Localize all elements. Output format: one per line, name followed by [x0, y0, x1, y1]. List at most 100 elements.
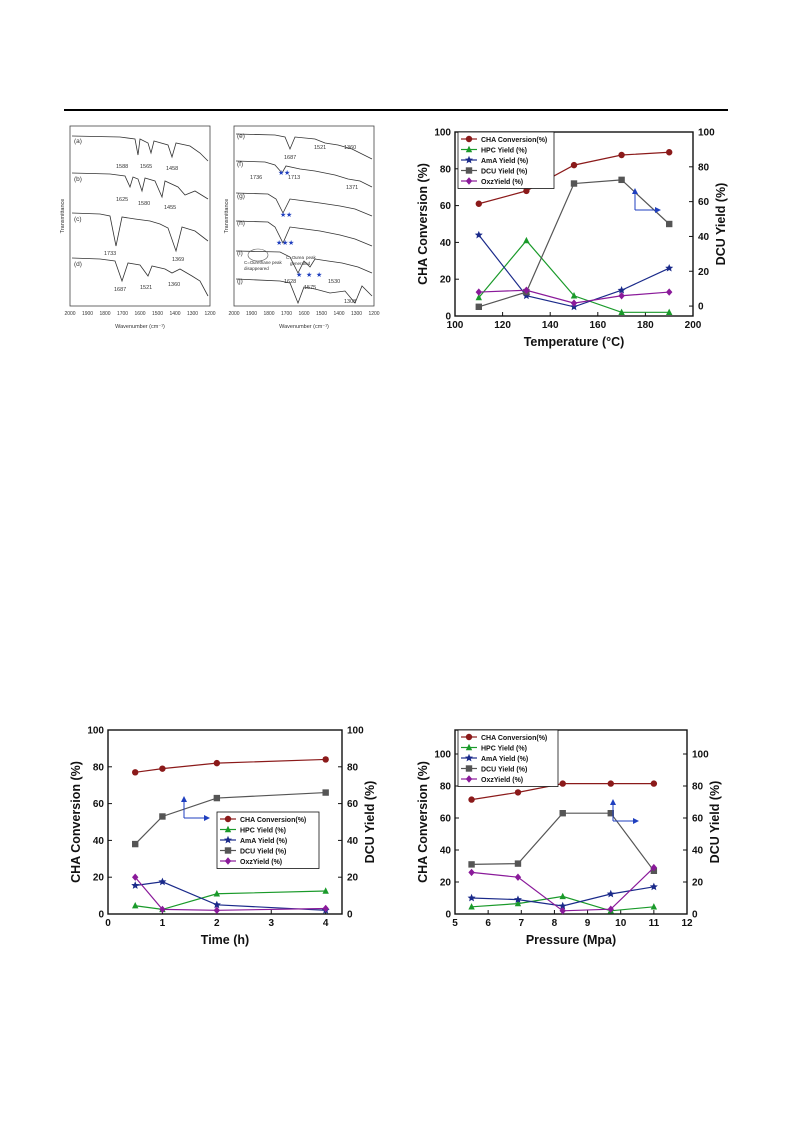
- y-tick-label: 100: [87, 726, 104, 737]
- data-point: [650, 903, 658, 910]
- data-point: [465, 775, 473, 783]
- chart-temperature: 100 120 140 160 180 2000204060801000204060801…: [416, 128, 728, 350]
- peak-label: 1736: [250, 175, 262, 181]
- legend-label: DCU Yield (%): [481, 169, 527, 176]
- x-tick-label: 1200: [368, 311, 379, 317]
- data-point: [158, 877, 167, 886]
- series: [132, 756, 329, 776]
- spectrum-j: [235, 278, 373, 305]
- data-point: [514, 789, 522, 796]
- data-point: [224, 835, 232, 844]
- x-tick-label: 1900: [246, 311, 257, 317]
- data-point: [559, 810, 566, 817]
- ftir2-xlabel: Wavenumber (cm⁻¹): [279, 324, 329, 330]
- y2-axis-label: DCU Yield (%): [363, 781, 377, 864]
- data-point: [465, 743, 473, 751]
- legend-label: AmA Yield (%): [481, 158, 528, 165]
- spectrum-i: [235, 250, 373, 274]
- x-tick-label: 1500: [152, 311, 163, 317]
- y2-tick-label: 60: [692, 814, 704, 825]
- y2-tick-label: 100: [698, 128, 715, 139]
- data-point: [322, 789, 329, 796]
- x-tick-label: 160: [589, 320, 606, 331]
- series-line: [134, 876, 326, 911]
- data-point: [224, 847, 232, 854]
- legend-label: HPC Yield (%): [481, 148, 527, 155]
- y-tick-label: 20: [440, 878, 452, 889]
- x-tick-label: 120: [494, 320, 511, 331]
- x-tick-label: 2000: [64, 311, 75, 317]
- data-point: [475, 288, 482, 296]
- data-point: [617, 286, 626, 294]
- x-tick-label: 8: [552, 918, 558, 929]
- y-tick-label: 0: [98, 910, 104, 921]
- data-point: [665, 263, 674, 272]
- x-tick-label: 1: [160, 918, 166, 929]
- spectrum-label: (e): [237, 133, 245, 140]
- y2-tick-label: 40: [692, 846, 704, 857]
- peak-label: 1687: [114, 287, 126, 293]
- data-point: [465, 135, 473, 143]
- x-tick-label: 1700: [281, 311, 292, 317]
- data-point: [618, 176, 625, 184]
- y-tick-label: 40: [440, 238, 452, 249]
- legend-label: CHA Conversion(%): [481, 137, 547, 144]
- annotation-note: disappeared: [244, 266, 269, 271]
- y-tick-label: 100: [434, 750, 451, 761]
- y2-tick-label: 40: [698, 232, 710, 243]
- y-tick-label: 0: [445, 312, 451, 323]
- star-marker: ★: [276, 239, 282, 247]
- x-tick-label: 9: [585, 918, 591, 929]
- x-axis-label: Temperature (°C): [524, 335, 625, 349]
- y-tick-label: 60: [93, 799, 105, 810]
- data-point: [465, 765, 473, 772]
- series-line: [135, 890, 326, 911]
- data-point: [322, 887, 329, 894]
- x-tick-label: 180: [637, 320, 654, 331]
- data-point: [666, 288, 673, 296]
- legend-label: HPC Yield (%): [481, 746, 527, 753]
- data-point: [474, 230, 483, 239]
- series: [468, 780, 658, 803]
- spectrum-g: [235, 192, 373, 217]
- legend-label: AmA Yield (%): [481, 756, 528, 763]
- ftir1-ylabel: Transmittance: [60, 199, 66, 234]
- data-point: [570, 292, 578, 299]
- ftir2-ylabel: Transmittance: [224, 199, 230, 234]
- x-tick-label: 1800: [263, 311, 274, 317]
- data-point: [649, 882, 658, 891]
- x-tick-label: 2: [214, 918, 220, 929]
- arrow-head: [655, 207, 661, 213]
- x-tick-label: 7: [519, 918, 525, 929]
- peak-label: 1628: [284, 279, 296, 285]
- urethane-peak-circle: [247, 248, 269, 262]
- data-point: [618, 308, 625, 316]
- data-point: [514, 860, 522, 867]
- header-rule: [64, 109, 728, 111]
- x-tick-label: 1300: [187, 311, 198, 317]
- peak-label: 1565: [140, 164, 152, 170]
- spectrum-c: [71, 212, 209, 253]
- x-tick-label: 5: [452, 918, 458, 929]
- spectrum-label: (f): [237, 161, 243, 168]
- legend-label: AmA Yield (%): [240, 838, 287, 845]
- legend: CHA Conversion(%) HPC Yield (%) AmA Yield …: [216, 811, 320, 869]
- peak-label: 1575: [304, 285, 316, 291]
- star-marker: ★: [306, 271, 312, 279]
- y-axis-label: CHA Conversion (%): [416, 163, 430, 285]
- series-line: [134, 791, 326, 845]
- data-point: [132, 840, 139, 848]
- legend: CHA Conversion(%) HPC Yield (%) AmA Yield …: [457, 729, 559, 787]
- x-tick-label: 1300: [351, 311, 362, 317]
- chart-pressure: 5 6 7 8 9 10 11 12020406080100020406080100Press…: [416, 729, 722, 947]
- y2-tick-label: 0: [692, 910, 698, 921]
- data-point: [465, 167, 473, 174]
- plot-frame: [107, 729, 343, 915]
- x-tick-label: 1400: [333, 311, 344, 317]
- y2-axis-label: DCU Yield (%): [708, 781, 722, 864]
- y-axis-label: CHA Conversion (%): [69, 761, 83, 883]
- star-marker: ★: [286, 211, 292, 219]
- data-point: [224, 825, 232, 833]
- data-point: [468, 796, 475, 803]
